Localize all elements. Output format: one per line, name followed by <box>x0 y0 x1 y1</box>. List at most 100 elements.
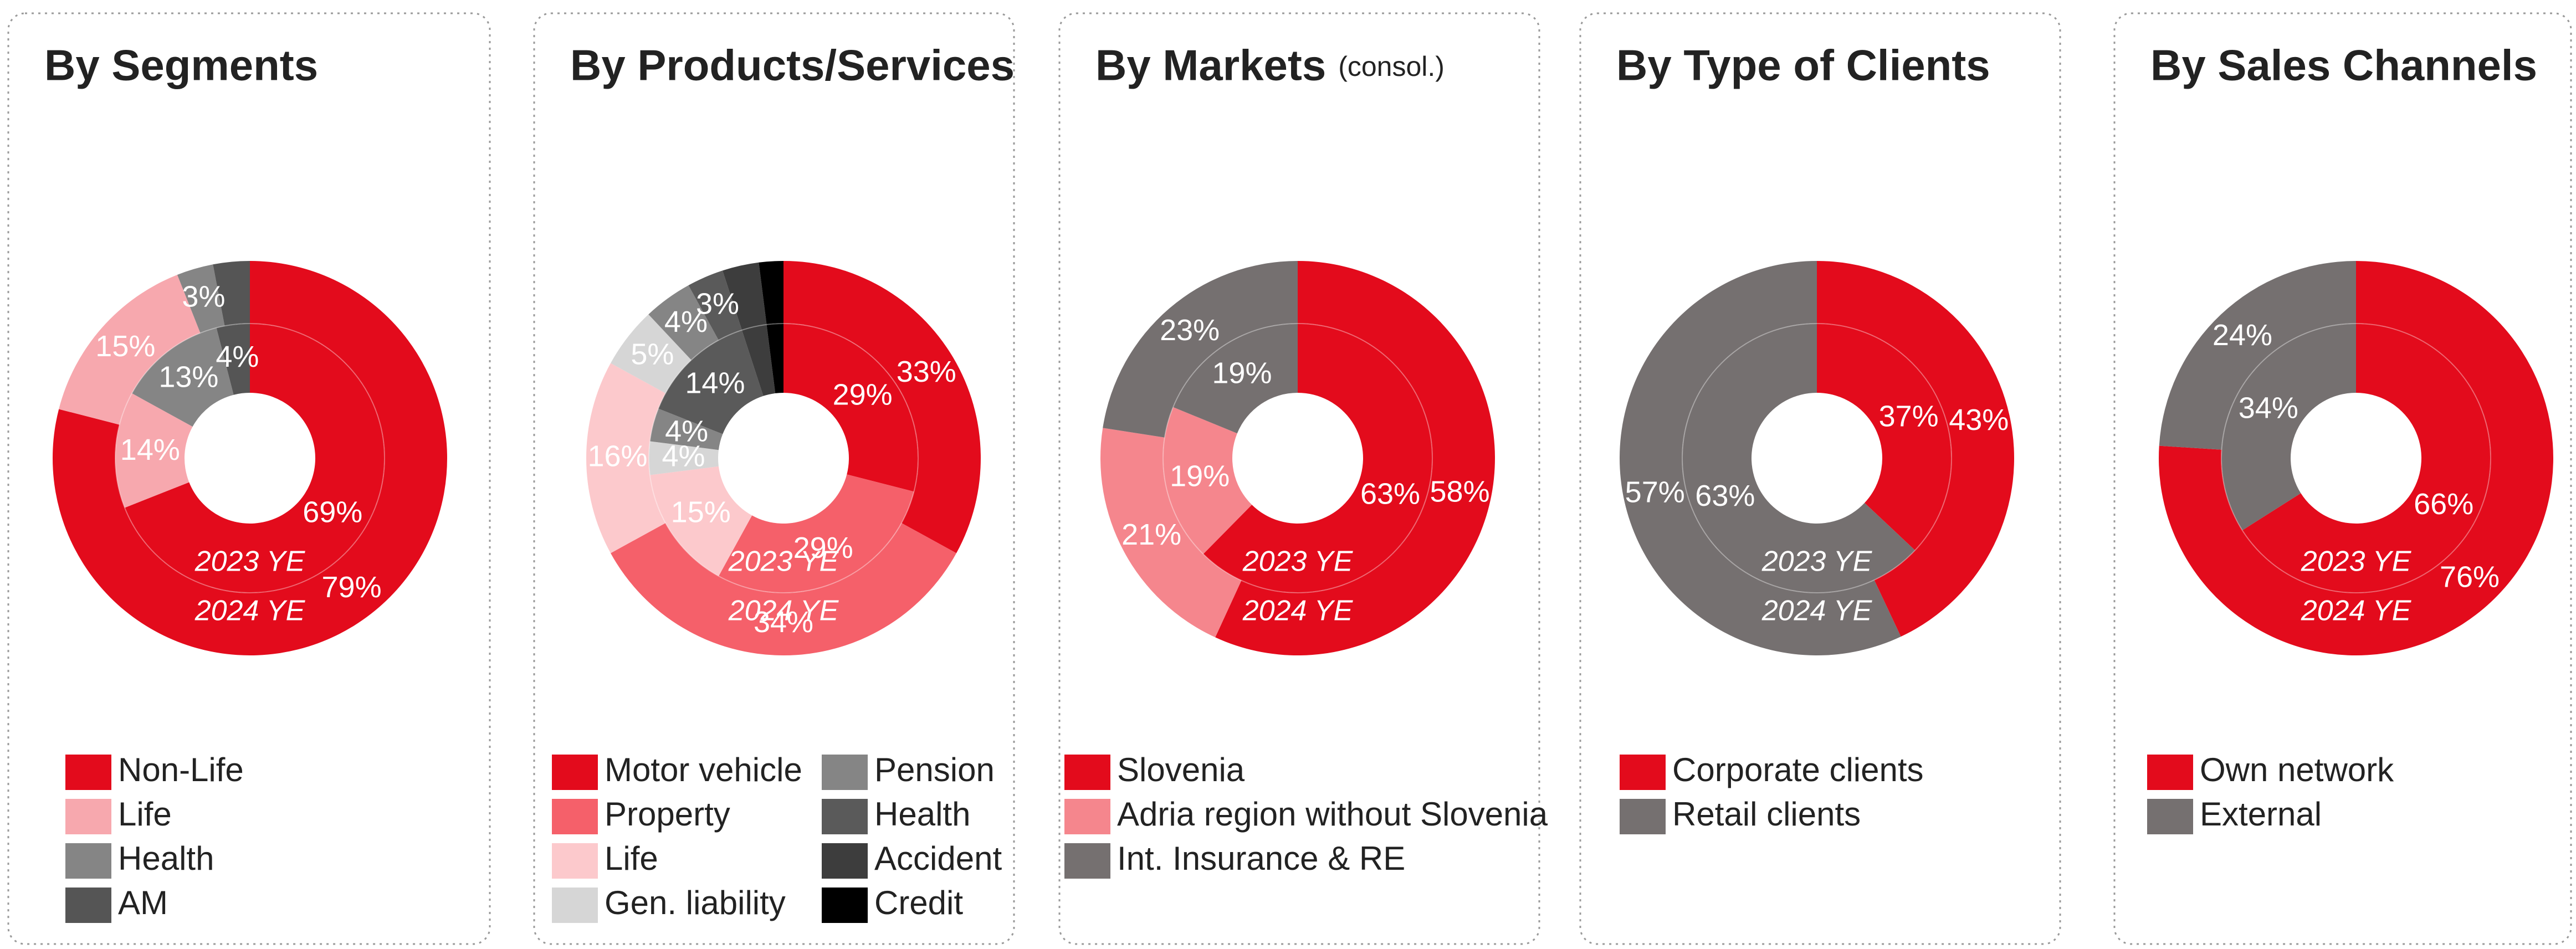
slice-label: 76% <box>2440 561 2500 594</box>
slice-label: 21% <box>1121 518 1181 551</box>
legend-swatch <box>65 799 111 834</box>
slice <box>1163 407 1252 555</box>
panel: By Sales Channels 66% 34% 76% 24% 2023 YE 2024… <box>2113 12 2572 945</box>
slice <box>1620 261 1901 655</box>
slice-label: 19% <box>1212 356 1272 389</box>
legend-label: Life <box>118 796 172 833</box>
slice <box>2221 324 2356 531</box>
legend-label: Gen. liability <box>605 884 786 921</box>
legend-swatch <box>552 888 598 923</box>
slice-label: 15% <box>671 496 731 529</box>
panel-title: By Products/Services <box>570 41 1015 90</box>
slice <box>741 324 776 396</box>
slice <box>1817 324 1952 551</box>
slice <box>1173 324 1298 434</box>
legend-swatch <box>552 755 598 790</box>
slice-label: 14% <box>120 433 180 466</box>
slice-label: 63% <box>1360 478 1420 511</box>
slice-label: 43% <box>1949 403 2009 437</box>
slice <box>611 314 692 393</box>
legend-swatch <box>1620 755 1666 790</box>
slice-label: 15% <box>95 330 155 363</box>
slice <box>766 324 783 393</box>
slice <box>611 523 956 655</box>
legend-label: Slovenia <box>1117 751 1245 788</box>
legend-label: Retail clients <box>1672 796 1861 833</box>
ring-name: 2023 YE <box>194 546 306 578</box>
slice <box>688 270 742 341</box>
legend-label: Property <box>605 796 730 833</box>
slice <box>1103 261 1298 438</box>
slice <box>649 466 752 576</box>
slice <box>783 261 981 553</box>
legend-swatch <box>65 755 111 790</box>
slice <box>213 261 250 326</box>
ring-name: 2023 YE <box>1761 546 1873 578</box>
slice <box>1817 261 2014 637</box>
slice <box>648 285 719 360</box>
slice-label: 3% <box>182 280 225 314</box>
slice-label: 34% <box>754 606 813 639</box>
legend-swatch <box>2147 799 2193 834</box>
legend-swatch <box>1064 755 1110 790</box>
slice <box>718 474 914 593</box>
legend-swatch <box>822 843 868 879</box>
slice-label: 3% <box>696 287 739 320</box>
panel-subtitle: (consol.) <box>1338 51 1445 82</box>
legend-label: Int. Insurance & RE <box>1117 840 1405 877</box>
panel-title: By Segments <box>44 41 318 90</box>
slice <box>1203 324 1432 593</box>
slice <box>2242 324 2491 593</box>
legend-swatch <box>1064 843 1110 879</box>
legend-swatch <box>552 843 598 879</box>
legend-label: Adria region without Slovenia <box>1117 796 1548 833</box>
ring-divider <box>1162 323 1433 593</box>
legend-label: Credit <box>874 884 963 921</box>
legend-swatch <box>1064 799 1110 834</box>
ring-divider <box>1682 323 1952 593</box>
ring-divider <box>115 323 385 593</box>
ring-name: 2024 YE <box>194 595 306 627</box>
slice-label: 19% <box>1170 460 1230 493</box>
slice <box>1100 428 1242 638</box>
slice <box>759 261 783 325</box>
slice <box>586 363 666 553</box>
slice-label: 4% <box>662 439 705 473</box>
slice-label: 58% <box>1430 475 1490 508</box>
slice <box>2159 261 2356 450</box>
legend-label: Life <box>605 840 658 877</box>
slice <box>2158 261 2553 655</box>
slice-label: 4% <box>665 414 708 448</box>
slice-label: 66% <box>2414 488 2473 521</box>
slice-label: 69% <box>303 496 362 529</box>
panel-title: By Sales Channels <box>2150 41 2537 90</box>
slice-label: 24% <box>2213 319 2272 352</box>
slice-label: 13% <box>158 361 218 394</box>
legend-label: Health <box>874 796 970 833</box>
legend-label: Non-Life <box>118 751 244 788</box>
slice <box>53 261 448 655</box>
slice <box>658 330 764 434</box>
legend-swatch <box>822 755 868 790</box>
slice <box>125 324 385 593</box>
slice <box>648 441 719 475</box>
panel-title: By Markets (consol.) <box>1095 41 1445 90</box>
panel: By Markets (consol.) 63% 19% 19% 58% 21% 23% 202… <box>1058 12 1548 945</box>
slice-label: 29% <box>833 378 893 412</box>
slice <box>59 274 201 425</box>
ring-name: 2023 YE <box>2301 546 2412 578</box>
slice-label: 63% <box>1695 479 1755 512</box>
slice <box>1215 261 1495 655</box>
slice-label: 23% <box>1160 314 1220 347</box>
slice <box>216 324 250 395</box>
legend-swatch <box>65 843 111 879</box>
slice-label: 57% <box>1625 476 1685 509</box>
legend-swatch <box>2147 755 2193 790</box>
panel: By Segments 69% 14% 13%4% 79% 15% 3% 2023 YE 202… <box>7 12 491 945</box>
panel: By Type of Clients 37% 63% 43% 57% 2023 YE 202… <box>1579 12 2061 945</box>
slice <box>115 393 193 508</box>
ring-name: 2023 YE <box>1242 546 1354 578</box>
slice <box>722 262 767 330</box>
